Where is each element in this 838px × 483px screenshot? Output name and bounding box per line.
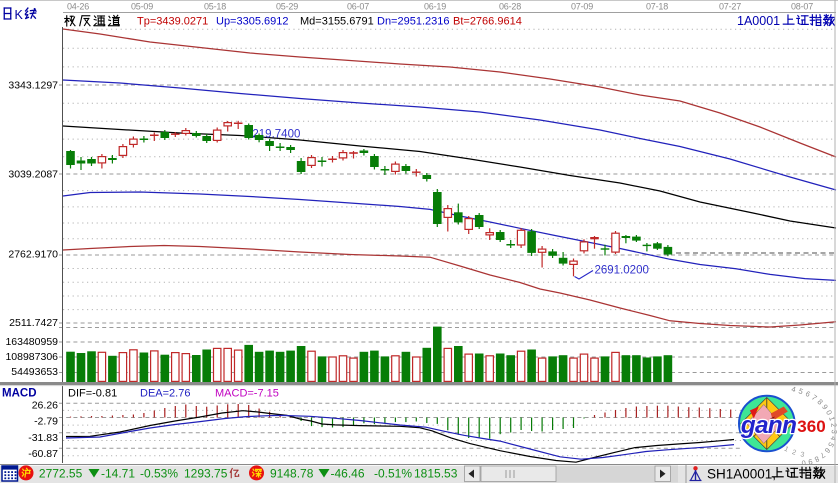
svg-text:07-09: 07-09 [571, 2, 593, 12]
svg-text:-60.87: -60.87 [28, 448, 58, 460]
svg-text:3: 3 [830, 429, 838, 434]
svg-text:7: 7 [810, 393, 819, 403]
svg-text:04-26: 04-26 [67, 2, 89, 12]
svg-text:Md=3155.6791: Md=3155.6791 [300, 16, 374, 28]
svg-text:3219.7400: 3219.7400 [246, 129, 300, 141]
svg-text:Bt=2766.9614: Bt=2766.9614 [453, 16, 522, 28]
svg-text:2: 2 [791, 449, 797, 457]
svg-text:9: 9 [820, 403, 830, 412]
svg-text:05-29: 05-29 [276, 2, 298, 12]
svg-text:1: 1 [827, 415, 837, 421]
svg-text:-0.51%: -0.51% [374, 467, 412, 481]
svg-text:4: 4 [828, 435, 838, 442]
svg-text:Dn=2951.2316: Dn=2951.2316 [377, 16, 449, 28]
svg-text:9148.78: 9148.78 [270, 467, 314, 481]
svg-text:DEA=2.76: DEA=2.76 [140, 388, 190, 400]
svg-text:-14.71: -14.71 [101, 467, 135, 481]
svg-text:2762.9170: 2762.9170 [8, 248, 58, 260]
svg-text:4: 4 [790, 385, 796, 395]
svg-text:6: 6 [804, 389, 812, 399]
svg-text:1815.53: 1815.53 [414, 467, 458, 481]
svg-text:-46.46: -46.46 [331, 467, 365, 481]
svg-text:06-19: 06-19 [424, 2, 446, 12]
svg-text:-2.79: -2.79 [34, 416, 58, 428]
svg-text:1293.75: 1293.75 [184, 467, 228, 481]
svg-text:2691.0200: 2691.0200 [595, 265, 649, 277]
svg-text:08-07: 08-07 [791, 2, 813, 12]
svg-text:8: 8 [813, 454, 820, 464]
svg-text:6: 6 [823, 446, 832, 455]
svg-text:06-28: 06-28 [499, 2, 521, 12]
svg-text:gann: gann [740, 412, 796, 439]
svg-text:06-07: 06-07 [347, 2, 369, 12]
svg-text:8: 8 [815, 397, 824, 406]
svg-text:3343.1297: 3343.1297 [8, 80, 58, 92]
svg-text:Tp=3439.0271: Tp=3439.0271 [137, 16, 208, 28]
svg-text:0: 0 [801, 458, 806, 467]
svg-text:0: 0 [824, 409, 834, 417]
svg-text:1A0001: 1A0001 [737, 14, 780, 28]
svg-text:2511.7427: 2511.7427 [9, 317, 58, 329]
svg-text:07-18: 07-18 [646, 2, 668, 12]
svg-text:1: 1 [783, 446, 790, 454]
svg-text:108987306: 108987306 [5, 351, 58, 363]
svg-text:3: 3 [800, 451, 805, 459]
svg-text:7: 7 [818, 450, 826, 460]
svg-text:05-09: 05-09 [131, 2, 153, 12]
svg-text:163480959: 163480959 [5, 336, 58, 348]
svg-text:2: 2 [829, 423, 838, 428]
svg-text:K: K [15, 8, 24, 22]
svg-text:MACD: MACD [2, 388, 37, 400]
svg-text:9: 9 [807, 457, 813, 467]
svg-text:26.26: 26.26 [32, 400, 58, 412]
svg-text:5: 5 [826, 441, 836, 449]
svg-text:5: 5 [797, 386, 804, 396]
svg-text:54493653: 54493653 [11, 366, 58, 378]
svg-text:3039.2087: 3039.2087 [8, 169, 58, 181]
svg-text:-31.83: -31.83 [28, 432, 58, 444]
svg-text:SH1A0001,: SH1A0001, [707, 467, 776, 482]
svg-text:2772.55: 2772.55 [39, 467, 83, 481]
svg-text:Up=3305.6912: Up=3305.6912 [216, 16, 288, 28]
svg-text:05-18: 05-18 [204, 2, 226, 12]
svg-text:DIF=-0.81: DIF=-0.81 [68, 388, 117, 400]
svg-text:MACD=-7.15: MACD=-7.15 [215, 388, 279, 400]
svg-text:360: 360 [797, 417, 825, 436]
svg-text:-0.53%: -0.53% [140, 467, 178, 481]
svg-text:07-27: 07-27 [719, 2, 741, 12]
